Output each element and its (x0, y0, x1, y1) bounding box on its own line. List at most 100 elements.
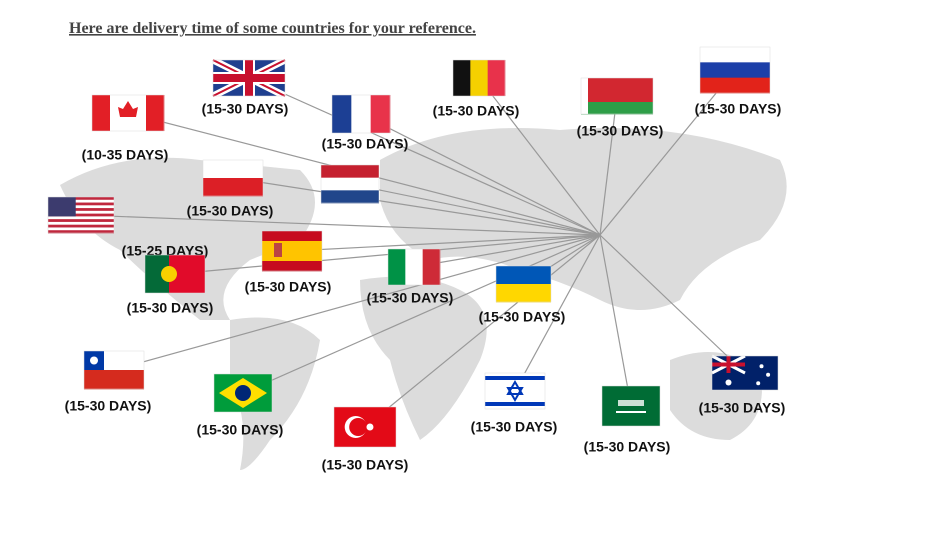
connector (80, 214, 601, 236)
flag-part (84, 370, 144, 390)
delivery-time-label: (15-30 DAYS) (584, 439, 671, 455)
connector (291, 234, 601, 252)
flag-part (349, 418, 368, 436)
flag-part (48, 219, 114, 223)
flag-part (496, 266, 551, 285)
flag-part (48, 224, 114, 228)
flag-part (321, 165, 379, 179)
flag-part (90, 356, 98, 365)
flag-part (581, 102, 653, 115)
connector (478, 77, 601, 236)
flag (580, 77, 654, 115)
connector (413, 234, 601, 268)
flag-border (261, 230, 323, 272)
flag (83, 350, 145, 390)
flag-border (580, 77, 654, 115)
delivery-time-label: (15-30 DAYS) (127, 300, 214, 316)
flag-part (700, 47, 770, 63)
delivery-time-label: (15-30 DAYS) (187, 203, 274, 219)
flag-part (759, 364, 764, 369)
connector (248, 77, 601, 236)
flag-part (48, 230, 114, 234)
connector (514, 234, 601, 392)
flag (333, 406, 397, 448)
flag-part (235, 385, 251, 401)
connector (599, 95, 618, 236)
flag-part (366, 423, 374, 431)
flag (387, 248, 441, 286)
flag-part (128, 95, 147, 131)
flag-part (506, 380, 524, 402)
flag-part (581, 78, 653, 91)
flag-part (48, 216, 114, 220)
flag-part (321, 177, 379, 191)
flag (211, 56, 287, 100)
flag-part (321, 190, 379, 204)
flag-border (699, 46, 771, 94)
delivery-time-label: (15-30 DAYS) (202, 101, 289, 117)
flag-part (766, 372, 771, 377)
connector (599, 234, 632, 407)
flag-border (484, 372, 546, 410)
flag-part (48, 205, 114, 209)
connector (364, 234, 601, 428)
delivery-time-label: (15-30 DAYS) (695, 101, 782, 117)
flag-border (202, 159, 264, 197)
flag-part (161, 266, 177, 282)
flag-part (203, 178, 263, 197)
flag-border (144, 254, 206, 294)
flag (601, 385, 661, 427)
flag (320, 164, 380, 204)
flag-part (332, 95, 352, 133)
flag-part (274, 243, 282, 257)
delivery-time-label: (15-30 DAYS) (65, 398, 152, 414)
flag-part (581, 90, 653, 103)
flag-part (422, 249, 441, 285)
flag-part (453, 60, 471, 96)
flag (711, 354, 779, 391)
flag-border (331, 94, 391, 134)
connector (360, 113, 601, 236)
flag (202, 159, 264, 197)
connector (113, 234, 601, 371)
flag-border (601, 385, 661, 427)
delivery-time-label: (15-30 DAYS) (479, 309, 566, 325)
connector (174, 234, 601, 275)
flag-border (495, 265, 552, 303)
flag-border (333, 406, 397, 448)
flag (213, 373, 273, 413)
flag-border (320, 164, 380, 204)
delivery-time-label: (15-30 DAYS) (322, 136, 409, 152)
flag-part (92, 95, 111, 131)
flag-part (351, 95, 372, 133)
flag-part (370, 95, 391, 133)
flag-part (485, 376, 545, 380)
title: Here are delivery time of some countries… (69, 20, 476, 37)
delivery-time-label: (15-25 DAYS) (122, 243, 209, 259)
flag-part (388, 249, 406, 285)
delivery-time-label: (15-30 DAYS) (433, 103, 520, 119)
flag-part (262, 261, 322, 272)
flag-part (581, 78, 588, 114)
flag-part (48, 197, 114, 201)
flag (331, 94, 391, 134)
delivery-time-label: (15-30 DAYS) (471, 419, 558, 435)
flag-part (725, 379, 732, 386)
world-map (60, 128, 787, 470)
flag-border (91, 94, 165, 132)
delivery-time-label: (15-30 DAYS) (245, 279, 332, 295)
flag-part (48, 208, 114, 212)
flag-part (616, 411, 646, 413)
flag-part (405, 249, 424, 285)
delivery-time-label: (15-30 DAYS) (322, 457, 409, 473)
connector (599, 234, 746, 374)
flag (452, 59, 506, 97)
flag (261, 230, 323, 272)
connector (599, 69, 736, 236)
flag-part (146, 95, 165, 131)
connector (232, 177, 601, 236)
flag-part (213, 74, 285, 82)
connector (242, 234, 601, 394)
flag (144, 254, 206, 294)
